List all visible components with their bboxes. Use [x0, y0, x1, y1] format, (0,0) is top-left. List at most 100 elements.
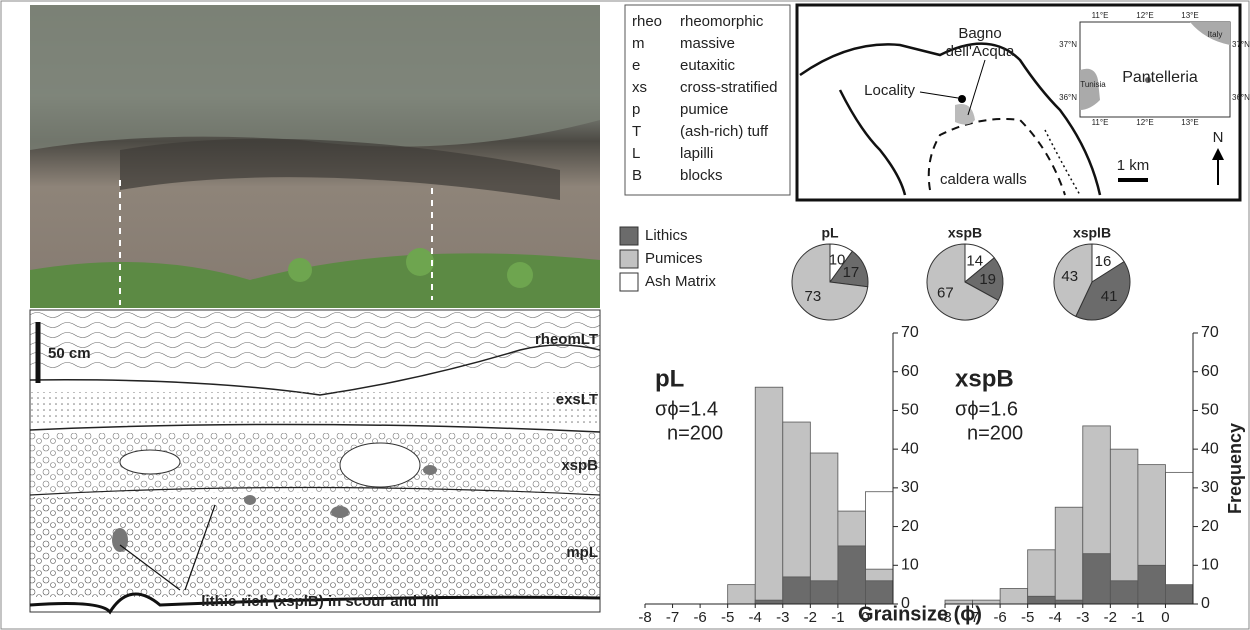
abbreviation: xs — [632, 79, 647, 96]
illustration-ellipse — [340, 443, 420, 487]
pie-value-label: 17 — [843, 264, 860, 281]
unit-label: mpL — [566, 544, 598, 561]
unit-label: rheomLT — [535, 331, 598, 348]
map-label: 13°E — [1181, 118, 1198, 127]
illustration-rect — [30, 392, 600, 427]
x-tick-label: -7 — [966, 609, 979, 626]
histogram-bar — [1055, 507, 1083, 604]
legend-swatch — [620, 250, 638, 268]
x-tick-label: -2 — [804, 609, 817, 626]
pie-title: xsplB — [1073, 225, 1111, 241]
map-label: N — [1213, 129, 1224, 146]
histogram-annotation: σϕ=1.6 — [955, 398, 1018, 420]
y-tick-label: 60 — [901, 363, 919, 380]
outcrop-photo — [30, 5, 600, 308]
y-tick-label: 60 — [1201, 363, 1219, 380]
abbreviation: L — [632, 145, 640, 162]
abbreviation: p — [632, 101, 640, 118]
histogram-bar — [755, 387, 783, 604]
abbreviation-meaning: massive — [680, 35, 735, 52]
map-label: 36°N — [1059, 93, 1077, 102]
y-tick-label: 50 — [901, 402, 919, 419]
illustration-circle — [958, 95, 966, 103]
histogram-annotation: n=200 — [667, 422, 723, 444]
map-label: 11°E — [1092, 11, 1109, 20]
page: 50 cm rheomLT exsLT xspB mpL lithic-rich… — [0, 0, 1250, 630]
scale-label: 50 cm — [48, 345, 91, 362]
x-tick-label: -1 — [831, 609, 844, 626]
histogram-bar — [810, 581, 838, 604]
x-tick-label: 0 — [861, 609, 869, 626]
histogram-bar — [1165, 585, 1193, 604]
histogram-bar — [945, 600, 973, 604]
y-tick-label: 50 — [1201, 402, 1219, 419]
illustration-ellipse — [244, 495, 256, 505]
illustration-path — [30, 5, 600, 150]
pie-value-label: 14 — [966, 252, 983, 269]
abbreviation: rheo — [632, 13, 662, 30]
abbreviation-meaning: pumice — [680, 101, 728, 118]
location-map: Bagno dell'Acqua Locality caldera walls … — [797, 5, 1250, 200]
legend-label: Pumices — [645, 250, 703, 267]
map-label: 1 km — [1117, 157, 1150, 174]
histogram-bar — [1000, 589, 1028, 604]
histogram-bar — [1055, 600, 1083, 604]
unit-label: xspB — [561, 457, 598, 474]
x-tick-label: -5 — [721, 609, 734, 626]
histogram-bar — [1110, 581, 1138, 604]
map-label: Bagno — [958, 25, 1001, 42]
legend-swatch — [620, 273, 638, 291]
map-label: caldera walls — [940, 171, 1027, 188]
map-label: 13°E — [1181, 11, 1198, 20]
y-tick-label: 0 — [1201, 595, 1210, 612]
x-tick-label: -6 — [693, 609, 706, 626]
pie-value-label: 67 — [937, 285, 954, 302]
x-tick-label: -2 — [1104, 609, 1117, 626]
map-label: Pantelleria — [1122, 69, 1198, 86]
histogram-bar — [1028, 596, 1056, 604]
abbreviation-meaning: rheomorphic — [680, 13, 764, 30]
y-tick-label: 40 — [1201, 440, 1219, 457]
histogram-bar — [755, 600, 783, 604]
map-label: Italy — [1208, 30, 1223, 39]
legend-label: Lithics — [645, 227, 688, 244]
abbreviation: T — [632, 123, 641, 140]
y-tick-label: 20 — [1201, 518, 1219, 535]
map-label: 37°N — [1059, 40, 1077, 49]
y-axis-title: Frequency — [1225, 423, 1245, 514]
illustration-ellipse — [423, 465, 437, 475]
histogram-bar — [783, 577, 811, 604]
pie-value-label: 73 — [805, 288, 822, 305]
histogram-annotation: σϕ=1.4 — [655, 398, 718, 420]
legend-swatch — [620, 227, 638, 245]
x-tick-label: -8 — [938, 609, 951, 626]
x-tick-label: -4 — [749, 609, 762, 626]
illustration-ellipse — [120, 450, 180, 474]
figure: 50 cm rheomLT exsLT xspB mpL lithic-rich… — [0, 0, 1250, 630]
abbreviation-meaning: (ash-rich) tuff — [680, 123, 769, 140]
map-label: 36°N — [1232, 93, 1250, 102]
y-tick-label: 70 — [901, 324, 919, 341]
illustration-rect — [30, 433, 600, 493]
map-label: 37°N — [1232, 40, 1250, 49]
illustration-circle — [288, 258, 312, 282]
x-axis-title: Grainsize (ϕ) — [858, 603, 982, 625]
y-tick-label: 30 — [901, 479, 919, 496]
map-label: 11°E — [1092, 118, 1109, 127]
histogram-bar — [865, 581, 893, 604]
y-tick-label: 20 — [901, 518, 919, 535]
abbreviation-meaning: cross-stratified — [680, 79, 778, 96]
x-tick-label: -1 — [1131, 609, 1144, 626]
abbreviation-meaning: blocks — [680, 167, 723, 184]
histogram-bar — [1083, 554, 1111, 604]
histogram-bar — [838, 546, 866, 604]
x-tick-label: -5 — [1021, 609, 1034, 626]
y-tick-label: 30 — [1201, 479, 1219, 496]
pie-title: pL — [821, 225, 839, 241]
abbreviation: B — [632, 167, 642, 184]
pie-value-label: 41 — [1101, 288, 1118, 305]
map-label: dell'Acqua — [946, 43, 1015, 60]
pie-value-label: 19 — [979, 271, 996, 288]
sketch-note: lithic-rich (xsplB) in scour and fill — [201, 593, 439, 610]
illustration-circle — [507, 262, 533, 288]
